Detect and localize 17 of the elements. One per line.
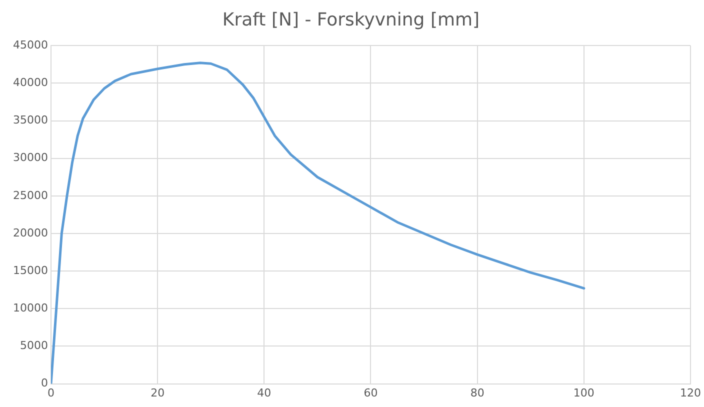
y-tick-label: 30000 [12,151,48,164]
y-tick-label: 45000 [12,38,48,52]
x-tick-label: 80 [470,386,484,400]
y-tick-label: 15000 [12,264,48,277]
x-tick-label: 20 [150,386,165,400]
x-tick-label: 100 [573,386,594,400]
y-tick-label: 20000 [12,226,48,240]
x-tick-label: 40 [257,386,272,400]
x-tick-label: 60 [364,386,378,400]
y-tick-label: 0 [40,376,48,390]
chart-title: Kraft [N] - Forskyvning [mm] [222,9,480,30]
y-tick-label: 40000 [12,76,48,90]
y-tick-label: 5000 [20,339,48,352]
y-tick-label: 35000 [12,114,48,127]
y-tick-label: 10000 [12,302,48,315]
y-tick-label: 25000 [12,188,48,202]
x-tick-label: 120 [680,386,701,400]
